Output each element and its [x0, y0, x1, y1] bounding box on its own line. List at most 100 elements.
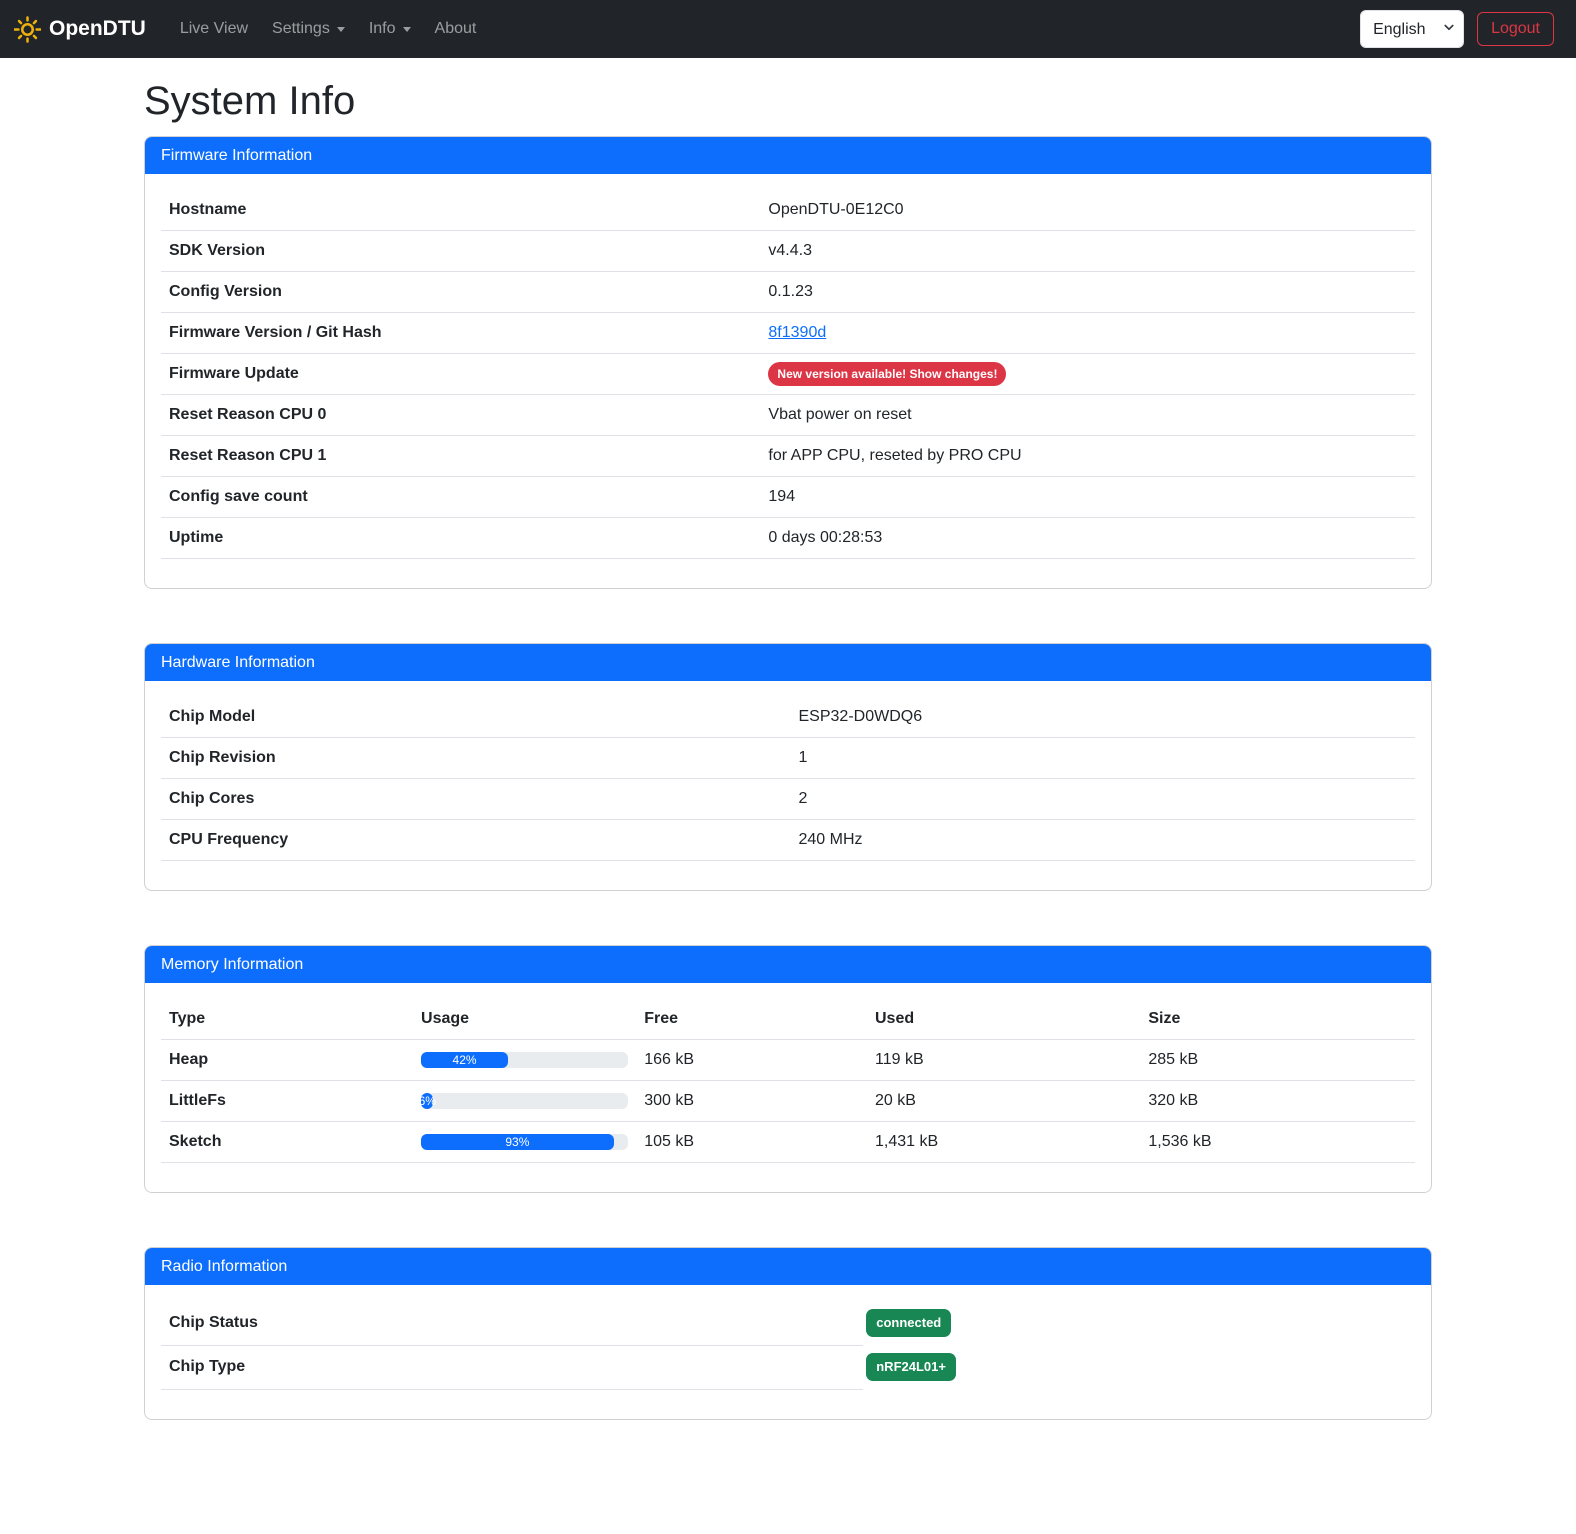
row-value: OpenDTU-0E12C0 — [760, 190, 1415, 231]
row-label: Chip Revision — [161, 737, 791, 779]
memory-type: Heap — [161, 1039, 414, 1081]
firmware-information-card: Firmware Information Hostname OpenDTU-0E… — [144, 136, 1432, 589]
nav-item-info[interactable]: Info — [361, 12, 419, 46]
memory-type: Sketch — [161, 1121, 414, 1163]
row-label: Config save count — [161, 476, 761, 518]
row-value: v4.4.3 — [760, 230, 1415, 272]
table-row: Firmware Update New version available! S… — [161, 353, 1415, 395]
heap-usage-progressbar: 42% — [421, 1052, 629, 1068]
row-label: CPU Frequency — [161, 819, 791, 861]
row-label: Reset Reason CPU 1 — [161, 435, 761, 477]
table-header-row: Type Usage Free Used Size — [161, 999, 1415, 1040]
firmware-update-badge[interactable]: New version available! Show changes! — [768, 362, 1007, 386]
row-label: Hostname — [161, 190, 761, 231]
column-header-type: Type — [161, 999, 414, 1040]
table-row: Sketch 93% 105 kB 1,431 kB 1,536 kB — [161, 1121, 1415, 1163]
table-row: Uptime 0 days 00:28:53 — [161, 517, 1415, 559]
row-label: Firmware Update — [161, 353, 761, 395]
row-value: 2 — [790, 778, 1415, 820]
row-value: for APP CPU, reseted by PRO CPU — [760, 435, 1415, 477]
navbar-right: English Logout — [1360, 10, 1554, 48]
card-header-radio: Radio Information — [145, 1248, 1431, 1285]
row-value: 1 — [790, 737, 1415, 779]
chip-type-badge: nRF24L01+ — [866, 1353, 956, 1381]
memory-used: 20 kB — [866, 1080, 1141, 1122]
row-label: Chip Status — [161, 1301, 864, 1346]
memory-used: 119 kB — [866, 1039, 1141, 1081]
row-label: Uptime — [161, 517, 761, 559]
progress-label: 42% — [452, 1053, 477, 1067]
memory-type: LittleFs — [161, 1080, 414, 1122]
row-value: ESP32-D0WDQ6 — [790, 697, 1415, 738]
row-value: 0 days 00:28:53 — [760, 517, 1415, 559]
nav-links: Live View Settings Info About — [168, 12, 489, 46]
radio-information-card: Radio Information Chip Status connected … — [144, 1247, 1432, 1420]
memory-table: Type Usage Free Used Size Heap 42% — [161, 999, 1415, 1163]
row-label: Chip Model — [161, 697, 791, 738]
sun-icon — [14, 15, 41, 43]
table-row: Chip Status connected — [161, 1301, 1415, 1346]
radio-table: Chip Status connected Chip Type nRF24L01… — [161, 1301, 1415, 1390]
memory-free: 166 kB — [636, 1039, 867, 1081]
card-header-firmware: Firmware Information — [145, 137, 1431, 174]
row-label: Chip Type — [161, 1345, 864, 1390]
row-label: Reset Reason CPU 0 — [161, 394, 761, 436]
progress-label: 6% — [418, 1094, 436, 1108]
row-label: Chip Cores — [161, 778, 791, 820]
brand-label: OpenDTU — [49, 17, 146, 40]
table-row: Reset Reason CPU 0 Vbat power on reset — [161, 394, 1415, 436]
nav-item-about[interactable]: About — [434, 20, 477, 37]
top-navbar: OpenDTU Live View Settings Info About En… — [0, 0, 1576, 58]
column-header-used: Used — [866, 999, 1141, 1040]
memory-used: 1,431 kB — [866, 1121, 1141, 1163]
card-header-hardware: Hardware Information — [145, 644, 1431, 681]
table-row: Chip Revision 1 — [161, 737, 1415, 779]
logout-button[interactable]: Logout — [1477, 12, 1554, 46]
progress-label: 93% — [505, 1135, 530, 1149]
language-select[interactable]: English — [1360, 10, 1465, 48]
table-row: Reset Reason CPU 1 for APP CPU, reseted … — [161, 435, 1415, 477]
memory-size: 285 kB — [1140, 1039, 1415, 1081]
table-row: SDK Version v4.4.3 — [161, 230, 1415, 272]
hardware-information-card: Hardware Information Chip Model ESP32-D0… — [144, 643, 1432, 891]
row-label: SDK Version — [161, 230, 761, 272]
column-header-free: Free — [636, 999, 867, 1040]
caret-down-icon — [336, 26, 345, 32]
table-row: Firmware Version / Git Hash 8f1390d — [161, 312, 1415, 354]
main-content: System Info Firmware Information Hostnam… — [144, 79, 1432, 1534]
nav-item-settings[interactable]: Settings — [264, 12, 353, 46]
row-label: Firmware Version / Git Hash — [161, 312, 761, 354]
memory-size: 320 kB — [1140, 1080, 1415, 1122]
row-value: Vbat power on reset — [760, 394, 1415, 436]
table-row: Chip Model ESP32-D0WDQ6 — [161, 697, 1415, 738]
row-value: 194 — [760, 476, 1415, 518]
brand-link[interactable]: OpenDTU — [14, 15, 146, 43]
row-label: Config Version — [161, 271, 761, 313]
caret-down-icon — [402, 26, 411, 32]
littlefs-usage-progressbar: 6% — [418, 1093, 629, 1109]
table-row: Config save count 194 — [161, 476, 1415, 518]
column-header-usage: Usage — [413, 999, 637, 1040]
table-row: LittleFs 6% 300 kB 20 kB 320 kB — [161, 1080, 1415, 1122]
git-hash-link[interactable]: 8f1390d — [768, 324, 827, 341]
column-header-size: Size — [1140, 999, 1415, 1040]
sketch-usage-progressbar: 93% — [421, 1134, 629, 1150]
table-row: Heap 42% 166 kB 119 kB 285 kB — [161, 1039, 1415, 1081]
chip-status-badge: connected — [866, 1309, 952, 1337]
table-row: Config Version 0.1.23 — [161, 271, 1415, 313]
page-title: System Info — [144, 79, 356, 123]
firmware-table: Hostname OpenDTU-0E12C0 SDK Version v4.4… — [161, 190, 1415, 559]
memory-free: 105 kB — [636, 1121, 867, 1163]
language-select-wrap: English — [1360, 10, 1465, 48]
hardware-table: Chip Model ESP32-D0WDQ6 Chip Revision 1 … — [161, 697, 1415, 861]
table-row: Chip Cores 2 — [161, 778, 1415, 820]
memory-information-card: Memory Information Type Usage Free Used … — [144, 945, 1432, 1193]
memory-size: 1,536 kB — [1140, 1121, 1415, 1163]
memory-free: 300 kB — [636, 1080, 867, 1122]
table-row: Hostname OpenDTU-0E12C0 — [161, 190, 1415, 231]
row-value: 0.1.23 — [760, 271, 1415, 313]
nav-item-live-view[interactable]: Live View — [179, 20, 249, 37]
table-row: Chip Type nRF24L01+ — [161, 1345, 1415, 1390]
table-row: CPU Frequency 240 MHz — [161, 819, 1415, 861]
row-value: 240 MHz — [790, 819, 1415, 861]
